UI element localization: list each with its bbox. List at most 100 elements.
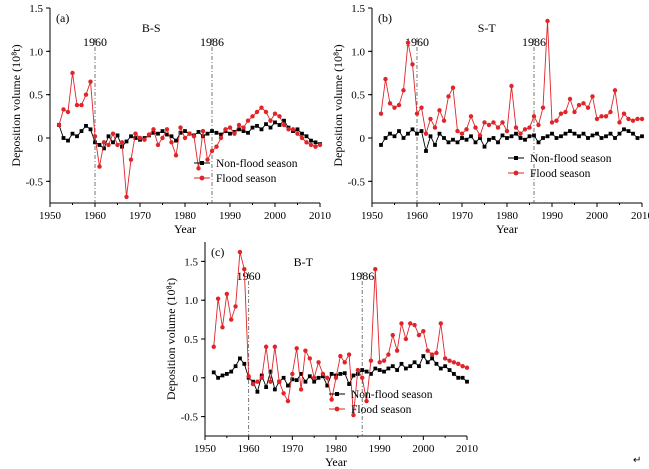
data-point	[428, 116, 433, 122]
data-point	[403, 366, 408, 371]
x-tick-label: 1970	[129, 210, 152, 222]
data-point	[101, 140, 107, 145]
data-point	[268, 379, 273, 384]
data-point	[594, 116, 600, 122]
data-point	[251, 379, 255, 384]
legend-swatch-square	[200, 161, 204, 165]
data-point	[160, 129, 165, 133]
reference-label-1960: 1960	[83, 35, 107, 49]
data-point	[92, 134, 98, 139]
data-point	[255, 379, 260, 384]
x-tick-label: 1960	[406, 210, 429, 222]
data-point	[182, 135, 188, 141]
reference-label-1986: 1986	[522, 35, 546, 49]
data-point	[173, 153, 179, 158]
data-point	[450, 85, 456, 90]
data-point	[219, 132, 223, 137]
data-point	[399, 361, 404, 366]
data-point	[338, 372, 343, 376]
data-point	[263, 109, 269, 115]
data-point	[446, 140, 451, 145]
data-point	[303, 348, 308, 353]
data-point	[491, 120, 496, 125]
data-point	[504, 128, 510, 134]
data-point	[390, 332, 395, 338]
data-point	[595, 131, 599, 136]
data-point	[142, 137, 147, 142]
data-point	[115, 142, 120, 148]
data-point	[513, 125, 519, 130]
data-point	[282, 118, 286, 123]
data-point	[220, 373, 225, 378]
data-point	[290, 371, 295, 377]
data-point	[487, 137, 491, 142]
data-point	[635, 116, 640, 122]
data-point	[522, 127, 528, 132]
data-point	[250, 114, 255, 119]
data-point	[277, 114, 282, 119]
data-point	[509, 83, 514, 89]
data-point	[545, 134, 550, 139]
x-tick-label: 1970	[451, 210, 474, 222]
data-point	[581, 101, 586, 106]
data-point	[443, 364, 448, 369]
data-point	[446, 94, 451, 99]
data-point	[386, 352, 391, 357]
data-point	[477, 133, 483, 138]
data-point	[178, 125, 183, 130]
data-point	[110, 131, 116, 136]
y-tick-label: 0	[38, 133, 44, 145]
data-point	[527, 125, 532, 130]
legend-label: Flood season	[216, 173, 277, 185]
data-point	[381, 358, 387, 363]
data-point	[316, 375, 321, 380]
data-point	[133, 136, 138, 140]
data-point	[433, 143, 437, 147]
data-point	[563, 109, 568, 115]
data-point	[442, 356, 448, 361]
data-point	[388, 131, 392, 136]
data-point	[459, 131, 465, 136]
data-point	[604, 134, 608, 139]
data-point	[66, 138, 70, 143]
data-point	[329, 372, 334, 376]
data-point	[482, 120, 487, 125]
data-point	[417, 364, 421, 369]
data-point	[325, 383, 330, 388]
data-point	[401, 88, 406, 93]
data-point	[214, 130, 219, 135]
chart-panel-c: 1950 1960 1970 1980 1990 2000 2010 -0.5 0 0.5 1.0 1…	[164, 242, 479, 469]
data-point	[455, 140, 460, 145]
x-tick-label: 1980	[325, 443, 348, 455]
data-point	[334, 373, 338, 378]
data-point	[500, 133, 505, 138]
data-point	[368, 358, 374, 363]
data-point	[245, 118, 251, 123]
panel-title: S-T	[478, 21, 497, 35]
data-point	[438, 366, 443, 371]
data-point	[255, 389, 260, 394]
data-point	[312, 379, 317, 384]
data-point	[313, 144, 318, 149]
data-point	[377, 368, 382, 372]
data-point	[568, 129, 572, 133]
data-point	[509, 134, 514, 139]
data-point	[603, 114, 609, 119]
reference-label-1960: 1960	[237, 269, 261, 283]
data-point	[224, 372, 229, 376]
data-point	[412, 360, 417, 365]
data-point	[421, 329, 426, 334]
x-tick-label: 1980	[174, 210, 197, 222]
data-point	[430, 356, 434, 361]
data-point	[205, 131, 210, 136]
data-point	[527, 134, 532, 139]
data-point	[351, 373, 356, 378]
data-point	[437, 108, 442, 113]
data-point	[254, 109, 260, 115]
data-point	[410, 127, 415, 132]
data-point	[88, 127, 93, 132]
data-point	[558, 111, 564, 116]
data-point	[491, 136, 496, 140]
data-point	[294, 378, 299, 383]
